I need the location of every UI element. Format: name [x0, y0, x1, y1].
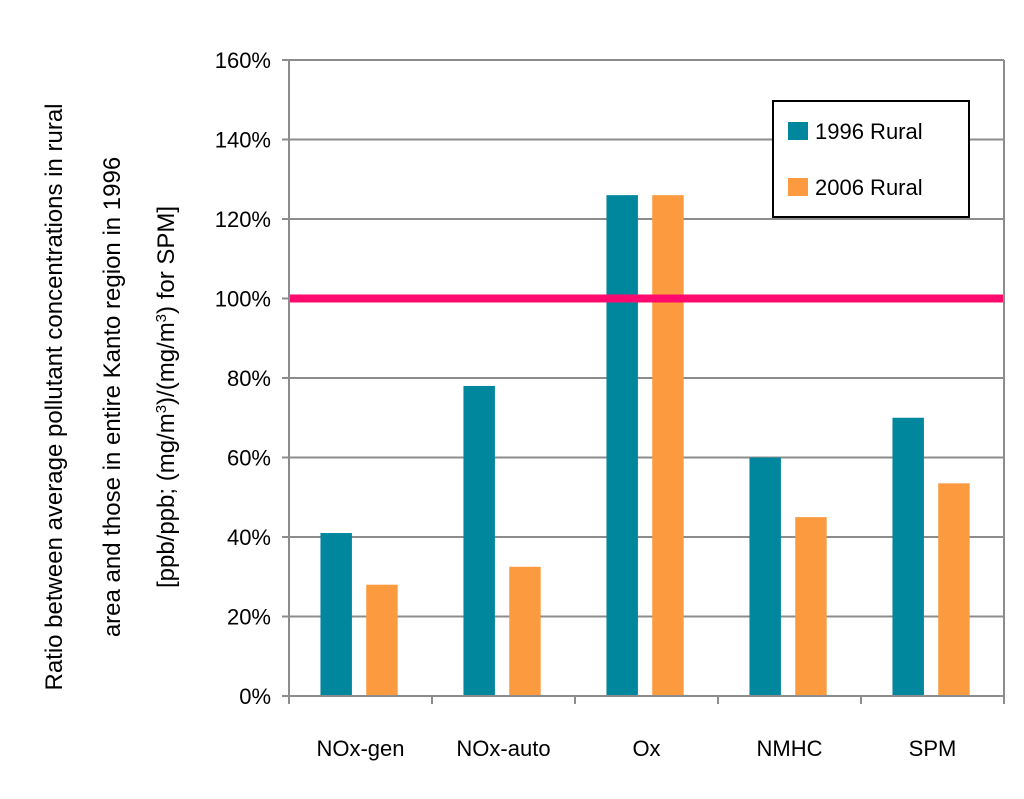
y-tick-label: 140%: [215, 128, 271, 153]
y-axis-title-units: [ppb/ppb; (mg/m3)/(mg/m3) for SPM]: [153, 206, 181, 588]
bar-nox-gen-2006: [366, 584, 398, 696]
x-tick-label: NOx-auto: [456, 736, 550, 761]
bar-spm-2006: [938, 483, 970, 696]
y-tick-labels: 0% 20% 40% 60% 80% 100% 120% 140% 160%: [215, 48, 271, 709]
legend-label-2006: 2006 Rural: [815, 175, 923, 200]
legend-label-1996: 1996 Rural: [815, 119, 923, 144]
bar-ox-2006: [652, 195, 684, 696]
y-tick-label: 20%: [227, 605, 271, 630]
bar-nox-auto-1996: [463, 385, 495, 696]
y-tick-label: 0%: [239, 684, 271, 709]
x-tick-label: SPM: [909, 736, 957, 761]
y-axis-title-line-1: Ratio between average pollutant concentr…: [41, 103, 68, 690]
legend: 1996 Rural 2006 Rural: [772, 100, 970, 218]
bar-marks: [320, 195, 970, 696]
y-tick-label: 120%: [215, 207, 271, 232]
y-axis-title-line-2: area and those in entire Kanto region in…: [99, 157, 126, 637]
y-axis-title: Ratio between average pollutant concentr…: [41, 103, 180, 690]
axes: [282, 59, 1005, 704]
legend-swatch-1996: [788, 122, 808, 140]
x-tick-label: Ox: [632, 736, 660, 761]
bar-ox-1996: [606, 195, 638, 696]
y-tick-label: 160%: [215, 48, 271, 73]
legend-swatch-2006: [788, 178, 808, 196]
x-tick-label: NOx-gen: [316, 736, 404, 761]
bar-nmhc-2006: [795, 517, 827, 696]
y-tick-label: 60%: [227, 446, 271, 471]
x-tick-label: NMHC: [757, 736, 823, 761]
y-tick-label: 100%: [215, 287, 271, 312]
y-tick-label: 40%: [227, 525, 271, 550]
legend-box: [772, 100, 970, 218]
y-tick-label: 80%: [227, 366, 271, 391]
bar-spm-1996: [892, 417, 924, 696]
x-tick-labels: NOx-gen NOx-auto Ox NMHC SPM: [316, 736, 956, 761]
bar-nox-auto-2006: [509, 566, 541, 696]
bar-nmhc-1996: [749, 457, 781, 696]
bar-nox-gen-1996: [320, 533, 352, 696]
